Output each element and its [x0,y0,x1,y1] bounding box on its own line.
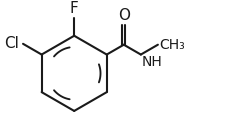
Text: O: O [117,8,129,23]
Text: F: F [70,1,78,16]
Text: Cl: Cl [4,36,19,51]
Text: NH: NH [141,55,162,69]
Text: CH₃: CH₃ [158,38,184,52]
